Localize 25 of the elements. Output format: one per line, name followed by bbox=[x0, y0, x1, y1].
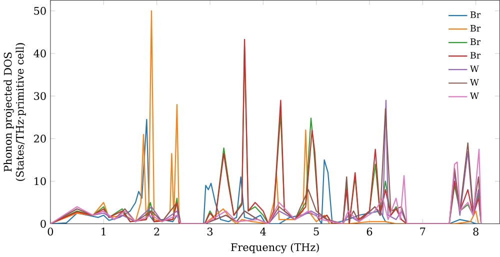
line-series bbox=[50, 148, 482, 224]
x-tick-label: 6 bbox=[366, 228, 372, 236]
x-tick-label: 4 bbox=[260, 228, 266, 236]
y-tick-label: 20 bbox=[34, 134, 46, 143]
x-axis-title: Frequency (THz) bbox=[231, 243, 319, 254]
x-tick-label: 8 bbox=[473, 228, 478, 236]
legend-label: W bbox=[470, 79, 479, 86]
legend-label: W bbox=[470, 66, 479, 72]
y-axis-title: Phonon projected DOS (States/THz·primitive cell) bbox=[4, 43, 26, 181]
y-tick-label: 40 bbox=[34, 50, 46, 58]
y-tick-label: 0 bbox=[40, 220, 46, 228]
x-tick-label: 2 bbox=[154, 228, 160, 236]
legend-label: Br bbox=[470, 52, 481, 58]
y-tick-label: 30 bbox=[34, 92, 46, 100]
x-tick-label: 0 bbox=[48, 228, 54, 236]
x-tick-label: 1 bbox=[102, 228, 106, 236]
x-tick-label: 5 bbox=[314, 228, 319, 236]
legend-label: Br bbox=[470, 25, 481, 32]
x-tick-label: 7 bbox=[420, 228, 426, 236]
legend-label: W bbox=[470, 92, 479, 100]
legend-label: Br bbox=[470, 38, 481, 45]
y-tick-label: 50 bbox=[34, 6, 46, 15]
x-tick-label: 3 bbox=[207, 228, 213, 236]
y-tick-label: 10 bbox=[34, 177, 46, 186]
legend-label: Br bbox=[470, 12, 481, 18]
